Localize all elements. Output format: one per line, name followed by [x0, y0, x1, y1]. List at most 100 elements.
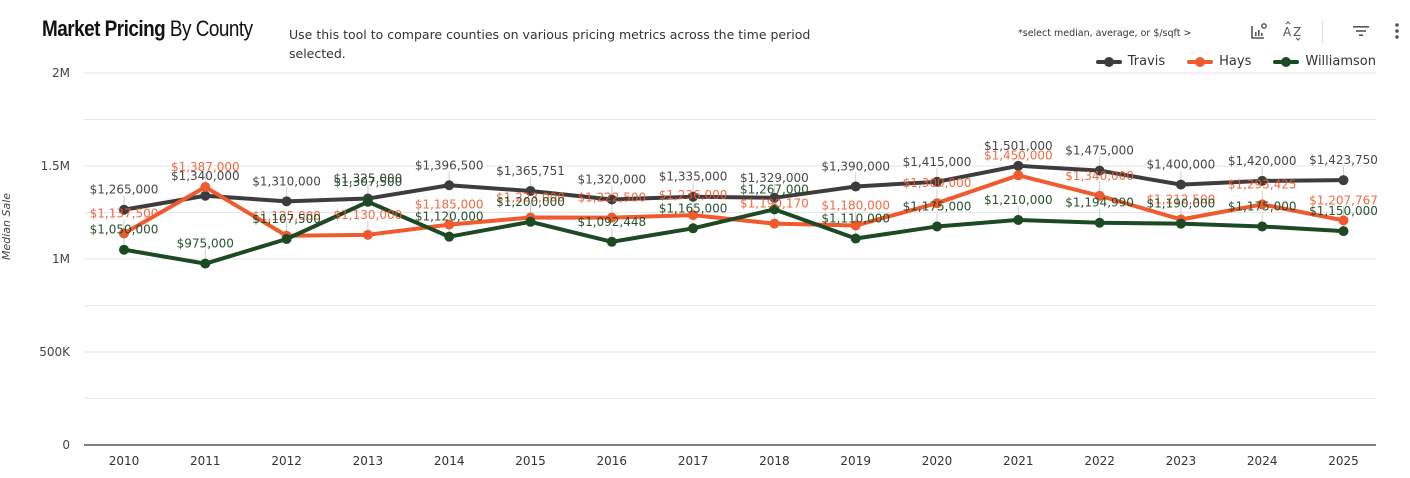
data-point-travis[interactable]	[1338, 175, 1349, 186]
svg-text:A: A	[1283, 25, 1292, 39]
series-line-travis[interactable]	[123, 163, 1344, 212]
y-tick-label: 1.5M	[41, 159, 70, 173]
data-point-williamson[interactable]	[444, 231, 455, 242]
data-point-williamson[interactable]	[688, 223, 699, 234]
data-label-travis: $1,475,000	[1065, 144, 1134, 158]
data-label-hays: $1,125,000	[252, 209, 321, 223]
x-tick-label: 2015	[515, 454, 546, 468]
data-point-hays[interactable]	[444, 219, 455, 230]
data-point-travis[interactable]	[769, 192, 780, 203]
data-label-travis: $1,501,000	[984, 139, 1053, 153]
data-point-williamson[interactable]	[606, 236, 617, 247]
data-point-travis[interactable]	[1013, 160, 1024, 171]
page-title: Market Pricing By County	[42, 16, 253, 42]
title-rest: By County	[165, 16, 253, 41]
data-point-hays[interactable]	[1013, 170, 1024, 181]
data-point-hays[interactable]	[1257, 199, 1268, 210]
data-point-travis[interactable]	[850, 181, 861, 192]
data-point-williamson[interactable]	[525, 216, 536, 227]
data-label-williamson: $1,092,448	[577, 215, 646, 229]
data-label-hays: $1,212,500	[1147, 192, 1216, 206]
x-tick-label: 2020	[922, 454, 953, 468]
data-point-travis[interactable]	[1257, 175, 1268, 186]
data-point-hays[interactable]	[1094, 190, 1105, 201]
data-point-hays[interactable]	[362, 229, 373, 240]
data-point-hays[interactable]	[1338, 215, 1349, 226]
data-point-travis[interactable]	[606, 194, 617, 205]
data-point-williamson[interactable]	[119, 244, 129, 255]
data-point-hays[interactable]	[200, 182, 211, 193]
data-point-hays[interactable]	[850, 220, 861, 231]
legend-item-hays[interactable]: Hays	[1187, 54, 1251, 69]
data-point-williamson[interactable]	[200, 258, 211, 269]
data-label-williamson: $1,307,500	[334, 175, 403, 189]
data-point-williamson[interactable]	[1013, 214, 1024, 225]
data-label-travis: $1,396,500	[415, 158, 484, 172]
data-label-williamson: $1,194,990	[1065, 196, 1134, 210]
data-point-williamson[interactable]	[281, 234, 292, 245]
x-tick-label: 2024	[1247, 454, 1278, 468]
legend-label-travis: Travis	[1127, 54, 1166, 69]
data-point-hays[interactable]	[769, 218, 780, 229]
data-point-williamson[interactable]	[769, 204, 780, 215]
chart-insights-icon[interactable]	[1248, 20, 1270, 42]
data-point-williamson[interactable]	[1338, 226, 1349, 237]
data-point-hays[interactable]	[119, 228, 129, 239]
data-point-travis[interactable]	[200, 190, 211, 201]
data-label-travis: $1,265,000	[90, 183, 159, 197]
metric-select-hint[interactable]: *select median, average, or $/sqft >	[1018, 28, 1192, 39]
data-point-travis[interactable]	[444, 180, 455, 191]
data-label-hays: $1,300,000	[903, 176, 972, 190]
y-tick-label: 0	[62, 438, 70, 452]
data-label-travis: $1,310,000	[252, 174, 321, 188]
data-label-hays: $1,340,000	[1065, 169, 1134, 183]
data-label-hays: $1,223,000	[496, 191, 565, 205]
data-label-travis: $1,325,000	[334, 172, 403, 186]
y-tick-label: 1M	[52, 252, 70, 266]
data-label-travis: $1,420,000	[1228, 154, 1297, 168]
legend-item-williamson[interactable]: Williamson	[1273, 54, 1376, 69]
data-label-hays: $1,387,000	[171, 160, 240, 174]
data-point-williamson[interactable]	[1175, 218, 1186, 229]
x-tick-label: 2016	[597, 454, 628, 468]
data-point-travis[interactable]	[1094, 165, 1105, 176]
filter-icon[interactable]	[1350, 20, 1372, 42]
data-point-travis[interactable]	[688, 191, 699, 202]
y-tick-label: 500K	[39, 345, 71, 359]
data-label-hays: $1,293,425	[1228, 177, 1297, 191]
data-point-hays[interactable]	[932, 198, 942, 209]
svg-text:Z: Z	[1293, 25, 1301, 39]
data-point-williamson[interactable]	[1094, 217, 1105, 228]
data-point-williamson[interactable]	[932, 221, 942, 232]
data-point-williamson[interactable]	[362, 196, 373, 207]
data-label-williamson: $1,190,000	[1147, 197, 1216, 211]
data-label-travis: $1,329,000	[740, 171, 809, 185]
data-label-williamson: $975,000	[177, 237, 234, 251]
x-tick-label: 2022	[1084, 454, 1115, 468]
data-point-travis[interactable]	[119, 204, 129, 215]
x-tick-label: 2023	[1166, 454, 1197, 468]
legend-item-travis[interactable]: Travis	[1095, 54, 1166, 69]
data-point-travis[interactable]	[1175, 179, 1186, 190]
data-point-williamson[interactable]	[850, 233, 861, 244]
series-line-williamson[interactable]	[123, 199, 1344, 266]
data-label-williamson: $1,150,000	[1309, 204, 1378, 218]
data-label-travis: $1,335,000	[659, 170, 728, 184]
data-label-williamson: $1,175,000	[1228, 199, 1297, 213]
chart-description: Use this tool to compare counties on var…	[289, 27, 811, 61]
data-point-travis[interactable]	[525, 185, 536, 196]
data-point-hays[interactable]	[606, 212, 617, 223]
legend-swatch-williamson	[1273, 56, 1300, 67]
data-label-hays: $1,180,000	[821, 199, 890, 213]
x-tick-label: 2017	[678, 454, 709, 468]
data-label-travis: $1,340,000	[171, 169, 240, 183]
more-options-icon[interactable]	[1386, 20, 1408, 42]
chart-legend: Travis Hays Williamson	[1095, 54, 1376, 69]
data-point-hays[interactable]	[688, 210, 699, 221]
data-point-travis[interactable]	[281, 196, 292, 207]
x-tick-label: 2011	[190, 454, 221, 468]
data-label-williamson: $1,120,000	[415, 210, 484, 224]
data-point-travis[interactable]	[932, 176, 942, 187]
data-point-williamson[interactable]	[1257, 221, 1268, 232]
